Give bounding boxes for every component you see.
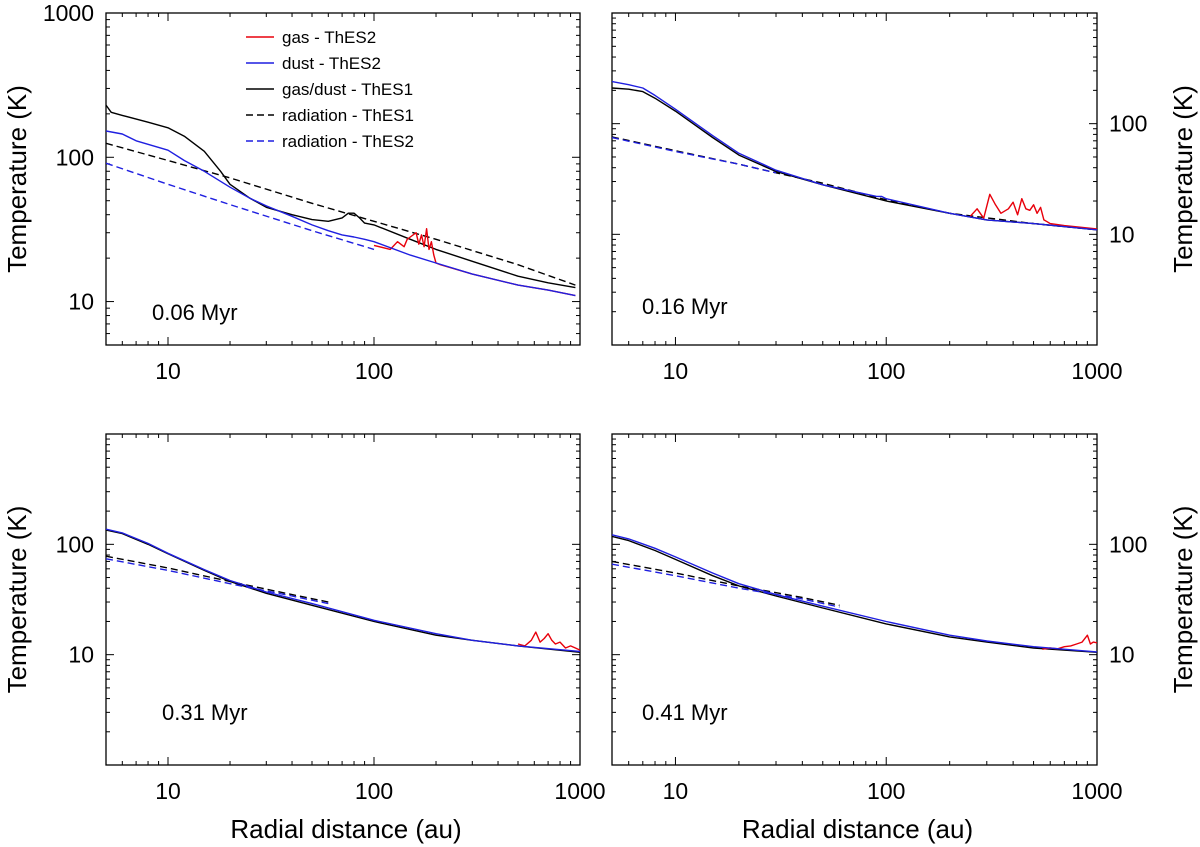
series-line bbox=[612, 87, 1097, 231]
series-line bbox=[106, 130, 576, 297]
series-group bbox=[106, 528, 580, 653]
series-line bbox=[612, 535, 1097, 653]
x-tick-label: 1000 bbox=[1071, 778, 1122, 804]
series-line bbox=[106, 528, 580, 653]
series-line bbox=[612, 563, 840, 608]
legend-label: gas - ThES2 bbox=[282, 28, 376, 47]
x-axis-title: Radial distance (au) bbox=[230, 814, 461, 844]
panel-bottom-left: 0.31 Myr 10 100 1000 10 100 Temperature (K) Ra… bbox=[2, 433, 606, 844]
y-tick-label: 100 bbox=[1109, 531, 1147, 557]
series-line bbox=[106, 529, 580, 653]
x-tick-label: 100 bbox=[355, 778, 393, 804]
y-tick-label: 10 bbox=[68, 642, 94, 668]
y-tick-label: 100 bbox=[56, 144, 94, 170]
series-line bbox=[612, 136, 777, 174]
series-line bbox=[106, 558, 329, 605]
series-line bbox=[1042, 634, 1097, 650]
panel-top-left: 0.06 Myr 10 100 10 100 1000 Temperature (K) bbox=[2, 0, 581, 384]
time-label: 0.41 Myr bbox=[642, 700, 728, 725]
series-group bbox=[106, 104, 576, 297]
series-line bbox=[612, 560, 840, 606]
legend-label: gas/dust - ThES1 bbox=[282, 80, 413, 99]
y-axis-title: Temperature (K) bbox=[2, 506, 32, 694]
x-tick-label: 100 bbox=[355, 358, 393, 384]
series-line bbox=[106, 142, 576, 286]
y-tick-label: 10 bbox=[68, 289, 94, 315]
legend-label: dust - ThES2 bbox=[282, 54, 381, 73]
series-line bbox=[612, 136, 1097, 231]
time-label: 0.06 Myr bbox=[152, 300, 238, 325]
y-axis-title: Temperature (K) bbox=[1168, 506, 1198, 694]
legend: gas - ThES2 dust - ThES2 gas/dust - ThES1 r… bbox=[246, 28, 414, 151]
x-tick-label: 1000 bbox=[1071, 358, 1122, 384]
plot-frame bbox=[611, 433, 1098, 766]
series-group bbox=[612, 80, 1097, 231]
y-tick-label: 10 bbox=[1109, 221, 1135, 247]
x-tick-label: 10 bbox=[155, 778, 181, 804]
series-line bbox=[106, 104, 576, 289]
y-tick-label: 1000 bbox=[43, 0, 94, 26]
y-tick-label: 100 bbox=[56, 531, 94, 557]
x-tick-label: 10 bbox=[663, 358, 689, 384]
time-label: 0.31 Myr bbox=[162, 700, 248, 725]
plot-frame bbox=[105, 12, 581, 346]
series-line bbox=[106, 162, 375, 251]
series-line bbox=[969, 193, 1097, 230]
panel-bottom-right: 0.41 Myr 10 100 1000 10 100 Temperature (K) Ra… bbox=[611, 433, 1198, 844]
y-tick-label: 10 bbox=[1109, 642, 1135, 668]
legend-label: radiation - ThES1 bbox=[282, 106, 414, 125]
x-axis-title: Radial distance (au) bbox=[742, 814, 973, 844]
plot-frame bbox=[105, 433, 581, 766]
legend-label: radiation - ThES2 bbox=[282, 132, 414, 151]
y-axis-title: Temperature (K) bbox=[1168, 85, 1198, 273]
plot-frame bbox=[611, 12, 1098, 346]
x-tick-label: 10 bbox=[155, 358, 181, 384]
series-line bbox=[612, 534, 1097, 653]
y-axis-title: Temperature (K) bbox=[2, 85, 32, 273]
x-tick-label: 100 bbox=[867, 778, 905, 804]
x-tick-label: 100 bbox=[867, 358, 905, 384]
x-tick-label: 1000 bbox=[554, 778, 605, 804]
series-line bbox=[612, 80, 1097, 231]
y-tick-label: 100 bbox=[1109, 111, 1147, 137]
series-line bbox=[106, 555, 329, 603]
series-group bbox=[612, 534, 1097, 653]
time-label: 0.16 Myr bbox=[642, 294, 728, 319]
x-tick-label: 10 bbox=[663, 778, 689, 804]
panel-top-right: 0.16 Myr 10 100 1000 10 100 Temperature (K) bbox=[611, 12, 1198, 384]
series-line bbox=[517, 631, 580, 651]
